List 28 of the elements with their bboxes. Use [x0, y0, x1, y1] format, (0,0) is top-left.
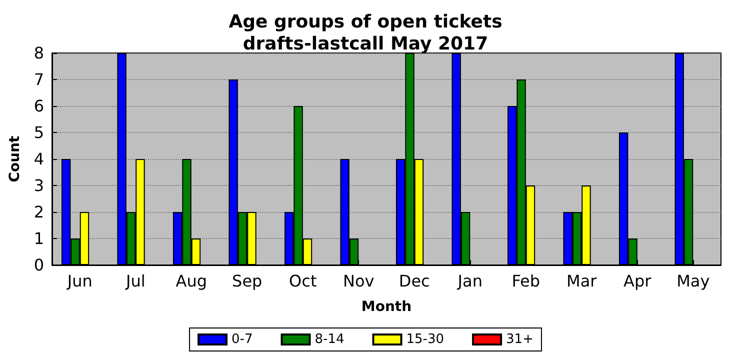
y-tick-label: 7	[34, 70, 44, 89]
x-tick-label: Jul	[124, 272, 146, 290]
y-tick-label: 3	[34, 176, 44, 195]
y-tick-label: 1	[34, 229, 44, 248]
legend-label: 8-14	[314, 332, 344, 347]
x-tick-label: Jan	[456, 272, 482, 290]
x-tick-label: May	[676, 272, 710, 290]
x-tick-label: Feb	[512, 272, 540, 290]
y-tick-label: 6	[34, 96, 44, 116]
x-tick-label: Mar	[566, 272, 598, 290]
y-tick-label: 8	[34, 44, 44, 62]
legend-label: 15-30	[406, 332, 444, 347]
y-tick-label: 0	[34, 256, 44, 274]
y-axis-title: Count	[7, 135, 23, 182]
x-tick-label: Apr	[624, 272, 652, 290]
x-tick-label: Aug	[176, 272, 207, 290]
chart-title: Age groups of open tickets drafts-lastcall May 2017	[228, 12, 502, 54]
y-tick-label: 2	[34, 202, 44, 222]
x-tick-label: Oct	[289, 272, 317, 290]
x-axis-title: Month	[361, 299, 412, 315]
x-tick-label: Jun	[66, 272, 92, 290]
x-tick-label: Sep	[232, 272, 262, 290]
legend-label: 0-7	[232, 332, 253, 347]
x-tick-label: Nov	[343, 272, 374, 290]
legend-label: 31+	[506, 332, 534, 347]
y-tick-label: 5	[34, 123, 44, 142]
y-tick-label: 4	[34, 150, 44, 168]
x-tick-label: Dec	[398, 272, 430, 290]
